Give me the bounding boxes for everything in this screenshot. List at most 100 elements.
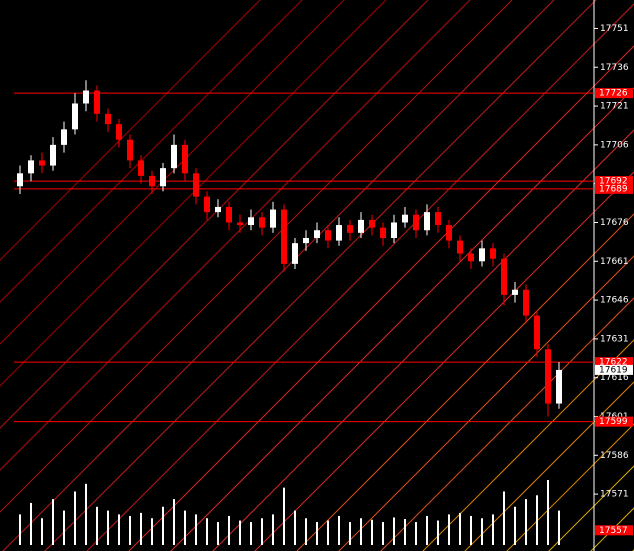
candle-body — [479, 248, 485, 262]
candle-body — [215, 206, 221, 213]
candle-body — [413, 214, 419, 231]
fan-line — [212, 129, 634, 551]
candle-body — [116, 124, 122, 140]
fan-line — [422, 339, 634, 551]
candle-body — [226, 206, 232, 223]
y-tick-label: 17706 — [600, 140, 629, 150]
volume-bar — [228, 515, 230, 545]
volume-bar — [470, 515, 472, 545]
candle-body — [424, 212, 430, 231]
volume-bar — [129, 515, 131, 545]
volume-bar — [118, 514, 120, 545]
candle-body — [435, 212, 441, 226]
volume-bar — [547, 480, 549, 545]
volume-bar — [305, 518, 307, 545]
candle-body — [72, 103, 78, 130]
volume-bar — [173, 499, 175, 545]
candle-body — [127, 139, 133, 161]
volume-bar — [294, 510, 296, 545]
y-tick-label: 17676 — [600, 218, 629, 228]
volume-bar — [481, 518, 483, 545]
candle-body — [83, 90, 89, 104]
volume-bar — [19, 514, 21, 545]
candle-body — [501, 258, 507, 295]
fan-line — [506, 423, 634, 551]
y-tick-label: 17571 — [600, 490, 629, 500]
volume-bar — [63, 510, 65, 545]
volume-bar — [327, 520, 329, 545]
volume-bar — [316, 522, 318, 545]
volume-bar — [492, 514, 494, 545]
y-tick-label: 17751 — [600, 24, 629, 34]
y-tick-label: 17646 — [600, 296, 629, 306]
candle-body — [402, 214, 408, 223]
volume-bar — [459, 512, 461, 545]
candle-body — [138, 160, 144, 176]
candle-body — [94, 90, 100, 114]
volume-bar — [558, 510, 560, 545]
y-tick-label: 17721 — [600, 102, 629, 112]
candle-body — [369, 219, 375, 228]
volume-bar — [41, 518, 43, 545]
candle-body — [325, 230, 331, 241]
candle-body — [171, 144, 177, 169]
fan-line — [296, 213, 634, 551]
volume-bar — [107, 510, 109, 545]
y-tick-label: 17661 — [600, 257, 629, 267]
volume-bar — [206, 518, 208, 545]
candle-body — [358, 219, 364, 233]
volume-bar — [393, 517, 395, 545]
volume-bar — [514, 506, 516, 545]
candle-body — [237, 222, 243, 226]
candle-body — [490, 248, 496, 259]
candle-body — [149, 175, 155, 187]
volume-bar — [404, 519, 406, 545]
candle-body — [50, 144, 56, 166]
price-label-bg — [595, 357, 633, 368]
volume-bar — [52, 499, 54, 545]
candle-body — [512, 289, 518, 295]
volume-bar — [448, 514, 450, 545]
fan-line — [548, 465, 634, 551]
volume-bar — [74, 491, 76, 545]
volume-bar — [261, 518, 263, 545]
candle-body — [303, 237, 309, 244]
volume-bar — [415, 522, 417, 545]
price-label-bg — [595, 416, 633, 427]
candle-body — [391, 222, 397, 238]
candle-body — [270, 209, 276, 228]
volume-bar — [140, 512, 142, 545]
candle-body — [380, 227, 386, 238]
volume-bar — [371, 519, 373, 545]
candle-body — [193, 173, 199, 197]
candle-body — [182, 144, 188, 174]
volume-bar — [338, 515, 340, 545]
price-label-bg — [595, 183, 633, 194]
volume-bar — [217, 522, 219, 545]
y-tick-label: 17631 — [600, 334, 629, 344]
fan-line — [464, 381, 634, 551]
candle-body — [259, 217, 265, 228]
candle-body — [446, 225, 452, 241]
volume-bar — [195, 514, 197, 545]
volume-bar — [85, 483, 87, 545]
candle-body — [457, 240, 463, 254]
volume-bar — [360, 518, 362, 545]
price-label: 17726 — [599, 89, 628, 99]
current-price-label: 17619 — [599, 365, 628, 375]
bottom-marker-bg — [595, 525, 633, 536]
y-tick-label: 17736 — [600, 63, 629, 73]
fan-line — [254, 171, 634, 551]
candle-body — [534, 315, 540, 350]
volume-bar — [437, 520, 439, 545]
candle-body — [28, 160, 34, 174]
candle-body — [468, 253, 474, 262]
candle-body — [105, 113, 111, 125]
candle-body — [160, 168, 166, 187]
candle-body — [336, 225, 342, 241]
y-tick-label: 17586 — [600, 451, 629, 461]
price-label: 17599 — [599, 417, 628, 427]
candle-body — [347, 225, 353, 233]
volume-bar — [151, 518, 153, 545]
